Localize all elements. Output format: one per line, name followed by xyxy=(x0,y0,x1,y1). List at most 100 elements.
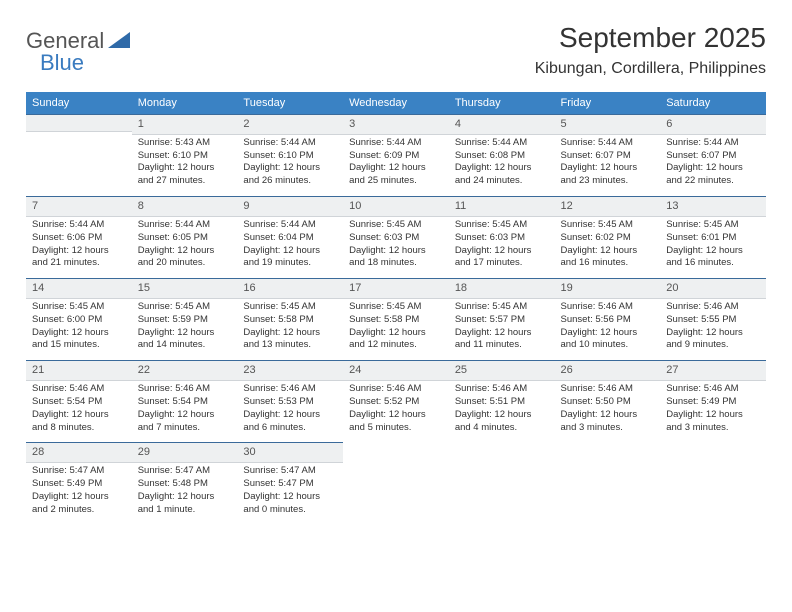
daylight-text: and 14 minutes. xyxy=(138,339,232,352)
daylight-text: Daylight: 12 hours xyxy=(455,245,549,258)
sunrise-text: Sunrise: 5:45 AM xyxy=(32,301,126,314)
sunrise-text: Sunrise: 5:46 AM xyxy=(666,383,760,396)
sunset-text: Sunset: 5:58 PM xyxy=(243,314,337,327)
daylight-text: Daylight: 12 hours xyxy=(561,327,655,340)
daylight-text: Daylight: 12 hours xyxy=(349,245,443,258)
daylight-text: Daylight: 12 hours xyxy=(32,327,126,340)
daylight-text: and 24 minutes. xyxy=(455,175,549,188)
sunrise-text: Sunrise: 5:45 AM xyxy=(349,301,443,314)
sunrise-text: Sunrise: 5:43 AM xyxy=(138,137,232,150)
day-body: Sunrise: 5:46 AMSunset: 5:56 PMDaylight:… xyxy=(555,299,661,360)
daylight-text: Daylight: 12 hours xyxy=(138,245,232,258)
day-number: 4 xyxy=(449,114,555,135)
day-number: 21 xyxy=(26,360,132,381)
daylight-text: Daylight: 12 hours xyxy=(455,162,549,175)
day-body: Sunrise: 5:44 AMSunset: 6:09 PMDaylight:… xyxy=(343,135,449,196)
daylight-text: and 12 minutes. xyxy=(349,339,443,352)
day-number: 3 xyxy=(343,114,449,135)
daylight-text: and 7 minutes. xyxy=(138,422,232,435)
day-body: Sunrise: 5:46 AMSunset: 5:55 PMDaylight:… xyxy=(660,299,766,360)
calendar-cell: 12Sunrise: 5:45 AMSunset: 6:02 PMDayligh… xyxy=(555,196,661,278)
calendar-cell: 26Sunrise: 5:46 AMSunset: 5:50 PMDayligh… xyxy=(555,360,661,442)
day-body: Sunrise: 5:44 AMSunset: 6:05 PMDaylight:… xyxy=(132,217,238,278)
calendar-cell: 22Sunrise: 5:46 AMSunset: 5:54 PMDayligh… xyxy=(132,360,238,442)
daylight-text: and 16 minutes. xyxy=(561,257,655,270)
daylight-text: and 23 minutes. xyxy=(561,175,655,188)
daylight-text: and 22 minutes. xyxy=(666,175,760,188)
calendar-cell: 16Sunrise: 5:45 AMSunset: 5:58 PMDayligh… xyxy=(237,278,343,360)
daylight-text: and 1 minute. xyxy=(138,504,232,517)
day-body: Sunrise: 5:45 AMSunset: 6:00 PMDaylight:… xyxy=(26,299,132,360)
daylight-text: and 17 minutes. xyxy=(455,257,549,270)
daylight-text: Daylight: 12 hours xyxy=(349,409,443,422)
day-number: 12 xyxy=(555,196,661,217)
sunrise-text: Sunrise: 5:45 AM xyxy=(138,301,232,314)
day-number: 18 xyxy=(449,278,555,299)
day-number: 15 xyxy=(132,278,238,299)
sunrise-text: Sunrise: 5:46 AM xyxy=(32,383,126,396)
day-body: Sunrise: 5:45 AMSunset: 5:58 PMDaylight:… xyxy=(343,299,449,360)
calendar-cell xyxy=(26,114,132,196)
daylight-text: and 3 minutes. xyxy=(561,422,655,435)
calendar-cell: 13Sunrise: 5:45 AMSunset: 6:01 PMDayligh… xyxy=(660,196,766,278)
daylight-text: and 21 minutes. xyxy=(32,257,126,270)
day-number: 19 xyxy=(555,278,661,299)
daylight-text: Daylight: 12 hours xyxy=(561,162,655,175)
calendar-cell xyxy=(660,442,766,524)
sunrise-text: Sunrise: 5:46 AM xyxy=(455,383,549,396)
sunset-text: Sunset: 5:58 PM xyxy=(349,314,443,327)
day-body: Sunrise: 5:45 AMSunset: 6:02 PMDaylight:… xyxy=(555,217,661,278)
calendar-cell xyxy=(343,442,449,524)
daylight-text: Daylight: 12 hours xyxy=(666,162,760,175)
sunset-text: Sunset: 5:49 PM xyxy=(32,478,126,491)
day-number: 17 xyxy=(343,278,449,299)
daylight-text: and 0 minutes. xyxy=(243,504,337,517)
sunset-text: Sunset: 6:00 PM xyxy=(32,314,126,327)
sunrise-text: Sunrise: 5:44 AM xyxy=(32,219,126,232)
day-number: 20 xyxy=(660,278,766,299)
sunset-text: Sunset: 6:06 PM xyxy=(32,232,126,245)
calendar-cell: 30Sunrise: 5:47 AMSunset: 5:47 PMDayligh… xyxy=(237,442,343,524)
day-number: 9 xyxy=(237,196,343,217)
calendar-cell: 8Sunrise: 5:44 AMSunset: 6:05 PMDaylight… xyxy=(132,196,238,278)
calendar-cell: 10Sunrise: 5:45 AMSunset: 6:03 PMDayligh… xyxy=(343,196,449,278)
calendar-cell: 18Sunrise: 5:45 AMSunset: 5:57 PMDayligh… xyxy=(449,278,555,360)
logo-text-blue: Blue xyxy=(40,50,84,76)
sunset-text: Sunset: 5:57 PM xyxy=(455,314,549,327)
day-number: 13 xyxy=(660,196,766,217)
dow-header: Wednesday xyxy=(343,92,449,114)
calendar-cell: 20Sunrise: 5:46 AMSunset: 5:55 PMDayligh… xyxy=(660,278,766,360)
daylight-text: Daylight: 12 hours xyxy=(561,409,655,422)
day-number: 16 xyxy=(237,278,343,299)
daylight-text: and 4 minutes. xyxy=(455,422,549,435)
location-label: Kibungan, Cordillera, Philippines xyxy=(535,60,766,78)
day-number: 6 xyxy=(660,114,766,135)
sunrise-text: Sunrise: 5:46 AM xyxy=(243,383,337,396)
sunset-text: Sunset: 5:51 PM xyxy=(455,396,549,409)
calendar-cell: 25Sunrise: 5:46 AMSunset: 5:51 PMDayligh… xyxy=(449,360,555,442)
calendar-week-row: 7Sunrise: 5:44 AMSunset: 6:06 PMDaylight… xyxy=(26,196,766,278)
calendar-table: SundayMondayTuesdayWednesdayThursdayFrid… xyxy=(26,92,766,524)
daylight-text: and 10 minutes. xyxy=(561,339,655,352)
daylight-text: and 5 minutes. xyxy=(349,422,443,435)
day-number: 28 xyxy=(26,442,132,463)
dow-header: Sunday xyxy=(26,92,132,114)
sunset-text: Sunset: 6:03 PM xyxy=(349,232,443,245)
day-number: 29 xyxy=(132,442,238,463)
daylight-text: Daylight: 12 hours xyxy=(243,327,337,340)
daylight-text: and 20 minutes. xyxy=(138,257,232,270)
day-number: 1 xyxy=(132,114,238,135)
sunset-text: Sunset: 6:04 PM xyxy=(243,232,337,245)
daylight-text: Daylight: 12 hours xyxy=(561,245,655,258)
day-body: Sunrise: 5:45 AMSunset: 6:03 PMDaylight:… xyxy=(449,217,555,278)
calendar-cell: 11Sunrise: 5:45 AMSunset: 6:03 PMDayligh… xyxy=(449,196,555,278)
sunrise-text: Sunrise: 5:46 AM xyxy=(561,383,655,396)
dow-header: Friday xyxy=(555,92,661,114)
day-number: 25 xyxy=(449,360,555,381)
daylight-text: and 19 minutes. xyxy=(243,257,337,270)
calendar-cell: 19Sunrise: 5:46 AMSunset: 5:56 PMDayligh… xyxy=(555,278,661,360)
daylight-text: Daylight: 12 hours xyxy=(32,491,126,504)
day-body: Sunrise: 5:47 AMSunset: 5:49 PMDaylight:… xyxy=(26,463,132,524)
day-body: Sunrise: 5:46 AMSunset: 5:49 PMDaylight:… xyxy=(660,381,766,442)
day-number: 30 xyxy=(237,442,343,463)
